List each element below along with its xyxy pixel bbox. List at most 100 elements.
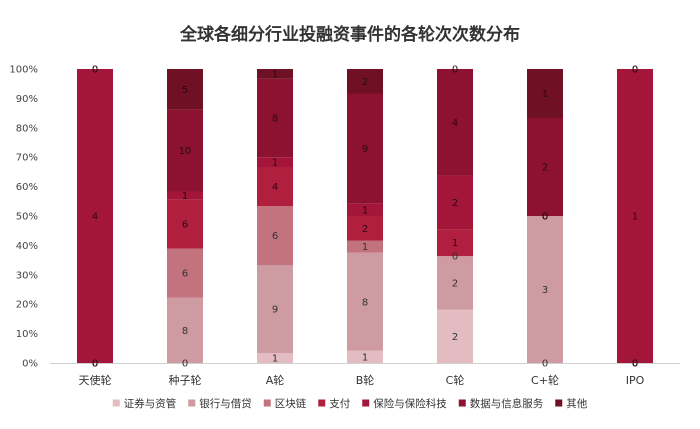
data-label: 0 — [182, 359, 188, 370]
chart-title: 全球各细分行业投融资事件的各轮次次数分布 — [179, 24, 520, 45]
legend-label: 支付 — [329, 397, 350, 410]
bar-segment — [257, 265, 293, 354]
data-label: 9 — [362, 144, 368, 155]
data-label: 0 — [632, 359, 638, 370]
data-label: 0 — [452, 65, 458, 76]
data-label: 3 — [542, 285, 548, 296]
x-tick-label: A轮 — [266, 373, 285, 387]
legend-label: 保险与保险科技 — [373, 397, 447, 410]
y-tick-label: 0% — [22, 359, 38, 370]
bar-segment — [347, 350, 383, 363]
legend-label: 其他 — [566, 397, 587, 410]
bar-segment — [257, 69, 293, 79]
data-label: 6 — [272, 231, 278, 242]
y-tick-label: 30% — [16, 270, 38, 281]
data-label: 0 — [92, 359, 98, 370]
legend-swatch — [458, 399, 466, 407]
x-tick-label: B轮 — [356, 373, 375, 387]
legend-swatch — [112, 399, 120, 407]
data-label: 1 — [542, 89, 548, 100]
bar-segment — [527, 216, 563, 363]
x-tick-label: IPO — [626, 374, 645, 387]
data-label: 0 — [92, 65, 98, 76]
bar-segment — [347, 69, 383, 94]
bar-segment — [347, 240, 383, 253]
y-tick-label: 10% — [16, 329, 38, 340]
bar-segment — [347, 252, 383, 351]
y-tick-label: 90% — [16, 94, 38, 105]
legend-label: 证券与资管 — [124, 397, 177, 410]
data-label: 4 — [452, 118, 458, 129]
bar-segment — [77, 69, 113, 363]
y-tick-label: 40% — [16, 241, 38, 252]
bar-segment — [437, 175, 473, 230]
legend-swatch — [362, 399, 370, 407]
bar-segment — [347, 93, 383, 204]
legend-swatch — [263, 399, 271, 407]
data-label: 0 — [632, 65, 638, 76]
data-label: 1 — [272, 354, 278, 365]
data-label: 10 — [179, 146, 192, 157]
data-label: 1 — [272, 69, 278, 80]
legend-swatch — [318, 399, 326, 407]
bar-segment — [527, 118, 563, 216]
bar-segment — [167, 248, 203, 298]
data-label: 1 — [362, 352, 368, 363]
legend-swatch — [188, 399, 196, 407]
data-label: 2 — [452, 278, 458, 289]
bar-segment — [257, 167, 293, 207]
data-label: 6 — [182, 269, 188, 280]
bar-segment — [347, 216, 383, 241]
x-tick-label: C轮 — [446, 373, 465, 387]
data-label: 1 — [452, 238, 458, 249]
data-label: 0 — [632, 359, 638, 370]
data-label: 1 — [362, 205, 368, 216]
data-label: 4 — [272, 182, 278, 193]
bar-segment — [437, 69, 473, 176]
data-label: 8 — [182, 326, 188, 337]
data-label: 2 — [362, 77, 368, 88]
data-label: 6 — [182, 220, 188, 231]
legend-label: 数据与信息服务 — [470, 397, 544, 410]
bar-segment — [257, 353, 293, 363]
data-label: 0 — [92, 359, 98, 370]
data-label: 0 — [542, 212, 548, 223]
x-axis: 天使轮 种子轮 A轮 B轮 C轮 C+轮 IPO — [50, 363, 680, 387]
data-label: 0 — [92, 359, 98, 370]
data-label: 0 — [542, 359, 548, 370]
x-tick-label: 天使轮 — [79, 373, 112, 387]
y-tick-label: 80% — [16, 123, 38, 134]
y-tick-label: 20% — [16, 300, 38, 311]
bar-segment — [257, 78, 293, 158]
legend-label: 银行与借贷 — [199, 397, 252, 410]
data-label: 0 — [632, 65, 638, 76]
data-label: 0 — [452, 252, 458, 263]
data-label: 2 — [452, 198, 458, 209]
bar-segment — [527, 69, 563, 118]
data-label: 4 — [92, 212, 98, 223]
data-label: 2 — [542, 163, 548, 174]
bar-segment — [167, 199, 203, 249]
data-label: 0 — [632, 359, 638, 370]
bar-segment — [257, 206, 293, 265]
data-label: 2 — [452, 332, 458, 343]
data-label: 2 — [362, 224, 368, 235]
data-label: 0 — [632, 359, 638, 370]
y-tick-label: 100% — [9, 65, 38, 76]
data-label: 1 — [632, 212, 638, 223]
bar-segment — [167, 69, 203, 110]
bars-group — [77, 69, 653, 363]
y-tick-label: 70% — [16, 153, 38, 164]
data-label: 1 — [182, 191, 188, 202]
bar-segment — [437, 309, 473, 363]
bar-segment — [167, 191, 203, 200]
bar-segment — [437, 256, 473, 310]
y-tick-label: 50% — [16, 212, 38, 223]
data-label: 1 — [362, 242, 368, 253]
bar-segment — [167, 297, 203, 363]
bar-segment — [257, 157, 293, 167]
x-tick-label: C+轮 — [531, 373, 559, 387]
data-label: 1 — [272, 158, 278, 169]
